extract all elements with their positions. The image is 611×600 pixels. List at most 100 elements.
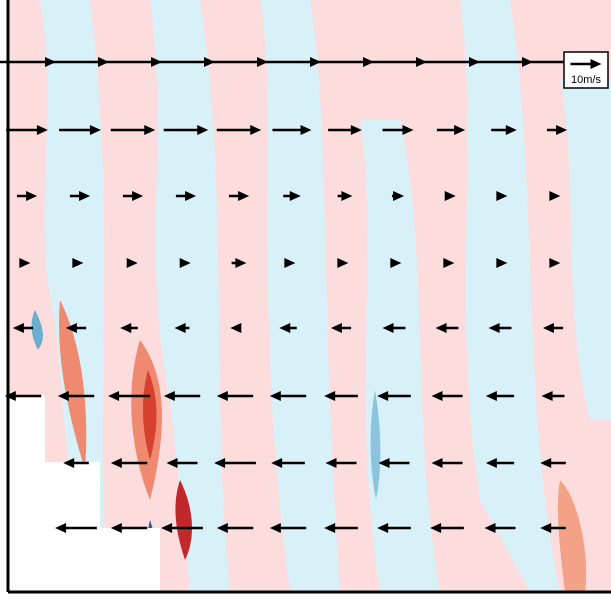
- arrow-head: [522, 57, 533, 67]
- arrow: [377, 391, 411, 401]
- arrow: [216, 391, 254, 401]
- arrow-head: [454, 125, 466, 135]
- arrow: [55, 523, 97, 533]
- arrow: [488, 323, 512, 333]
- arrow: [484, 523, 516, 533]
- arrow: [4, 391, 42, 401]
- arrow-head: [72, 258, 84, 268]
- arrow-head: [63, 458, 75, 468]
- arrow-head: [238, 191, 250, 201]
- arrow: [269, 523, 307, 533]
- arrow: [108, 391, 150, 401]
- arrow: [549, 191, 561, 201]
- arrow-head: [197, 125, 209, 135]
- arrow-head: [79, 191, 91, 201]
- arrow: [19, 258, 31, 268]
- arrow-head: [230, 323, 242, 333]
- arrow: [263, 57, 321, 67]
- arrow-head: [55, 523, 67, 533]
- arrow-head: [98, 57, 109, 67]
- arrow-head: [485, 458, 497, 468]
- arrow-head: [110, 458, 122, 468]
- arrow-head: [19, 258, 31, 268]
- arrow: [382, 125, 414, 135]
- arrow: [496, 191, 508, 201]
- arrow-head: [324, 391, 336, 401]
- arrow-head: [120, 323, 132, 333]
- arrow: [214, 458, 256, 468]
- arrow-head: [4, 391, 16, 401]
- arrow: [63, 458, 89, 468]
- arrow-head: [300, 125, 312, 135]
- arrow: [330, 323, 352, 333]
- arrow: [390, 258, 402, 268]
- arrow: [174, 323, 190, 333]
- arrow: [378, 458, 410, 468]
- arrow-head: [549, 191, 561, 201]
- arrow: [216, 523, 254, 533]
- arrow: [110, 458, 148, 468]
- arrow: [284, 258, 296, 268]
- arrow-head: [161, 523, 173, 533]
- arrow-head: [65, 323, 77, 333]
- arrow-head: [310, 57, 321, 67]
- arrow-head: [144, 125, 156, 135]
- arrow: [122, 191, 144, 201]
- arrow: [72, 258, 84, 268]
- arrow: [12, 323, 34, 333]
- arrow: [269, 391, 307, 401]
- arrow-head: [496, 191, 508, 201]
- arrow: [230, 323, 242, 333]
- arrow-head: [542, 323, 554, 333]
- arrow-head: [377, 523, 389, 533]
- arrow: [382, 323, 406, 333]
- key-box: [563, 51, 609, 89]
- arrow-head: [132, 191, 144, 201]
- arrow-head: [269, 391, 281, 401]
- arrow: [570, 59, 602, 69]
- arrow-head: [179, 258, 191, 268]
- arrow: [16, 191, 38, 201]
- arrow-head: [12, 323, 24, 333]
- arrow-head: [505, 125, 517, 135]
- arrow-head: [289, 191, 301, 201]
- arrow: [475, 57, 533, 67]
- arrow-head: [556, 125, 568, 135]
- arrow: [444, 191, 456, 201]
- arrow: [104, 57, 162, 67]
- arrow: [210, 57, 268, 67]
- arrow-head: [549, 258, 561, 268]
- arrow: [216, 125, 262, 135]
- arrow: [179, 258, 191, 268]
- arrow: [435, 323, 459, 333]
- arrow: [6, 125, 48, 135]
- arrow: [228, 191, 250, 201]
- arrow-head: [540, 458, 552, 468]
- arrow: [491, 125, 517, 135]
- arrow: [163, 391, 201, 401]
- arrow-head: [324, 523, 336, 533]
- arrow: [231, 258, 247, 268]
- arrow: [57, 391, 95, 401]
- arrow-head: [163, 391, 175, 401]
- arrow: [546, 125, 568, 135]
- arrow: [540, 458, 566, 468]
- arrow-head: [484, 523, 496, 533]
- arrow: [391, 191, 405, 201]
- arrow: [272, 125, 312, 135]
- arrow: [337, 191, 353, 201]
- arrow-head: [174, 323, 186, 333]
- arrow-head: [57, 391, 69, 401]
- arrow-head: [126, 258, 138, 268]
- arrow-head: [284, 258, 296, 268]
- arrow: [283, 191, 301, 201]
- arrow: [436, 125, 466, 135]
- arrow-head: [443, 258, 455, 268]
- arrow-head: [45, 57, 56, 67]
- arrow: [540, 523, 566, 533]
- arrow: [65, 323, 87, 333]
- arrow: [324, 391, 358, 401]
- key-label: 10m/s: [571, 74, 601, 86]
- arrow: [485, 391, 515, 401]
